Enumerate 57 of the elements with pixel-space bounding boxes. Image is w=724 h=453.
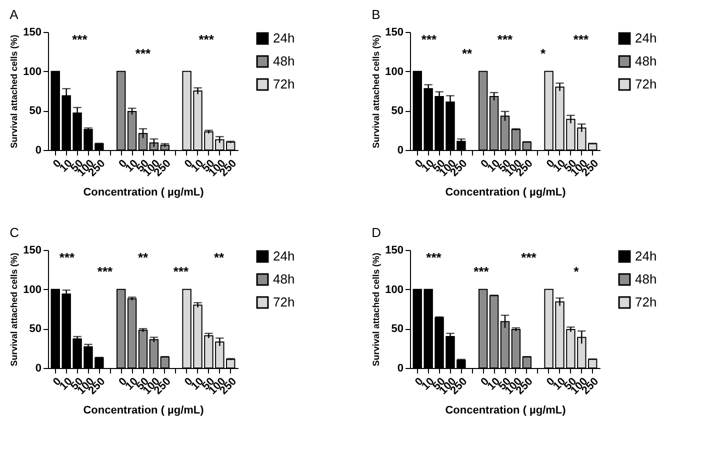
annotation: *** [573,32,590,47]
chart-title: A [10,7,19,22]
y-tick-label: 0 [35,144,42,156]
annotation: *** [497,32,514,47]
annotation: *** [135,46,152,61]
y-tick-label: 50 [29,105,42,118]
y-axis-title: Survival attached cells (%) [9,252,20,366]
annotation: *** [173,264,190,279]
x-axis-title: Concentration ( µg/mL) [445,404,566,416]
y-tick-label: 50 [391,323,404,336]
annotation: *** [421,32,438,47]
legend-label: 72h [273,76,295,92]
y-tick-label: 100 [385,284,404,296]
annotation: *** [59,250,76,265]
annotation: * [540,46,546,61]
annotation: ** [214,250,225,265]
y-tick-label: 0 [397,362,404,374]
y-tick-label: 0 [397,144,404,156]
chart-title: B [372,7,380,22]
legend-label: 24h [273,30,295,46]
y-tick-label: 0 [35,362,42,374]
y-tick-label: 100 [23,66,42,78]
legend-label: 48h [273,272,295,286]
legend-label: 48h [635,272,657,286]
y-tick-label: 50 [391,105,404,118]
x-axis-title: Concentration ( µg/mL) [83,186,204,198]
legend-label: 48h [635,54,657,68]
legend-label: 72h [635,294,657,310]
chart-title: C [10,225,20,240]
y-tick-label: 150 [385,26,404,38]
chart-title: D [372,225,382,240]
y-axis-title: Survival attached cells (%) [371,34,382,148]
x-axis-title: Concentration ( µg/mL) [83,404,204,416]
annotation: *** [97,264,114,279]
legend-label: 72h [273,294,295,310]
y-tick-label: 150 [385,244,404,256]
annotation: ** [462,46,473,61]
annotation: *** [426,250,442,265]
legend-label: 48h [273,54,295,68]
annotation: *** [72,32,88,47]
y-axis-title: Survival attached cells (%) [9,34,20,148]
y-tick-label: 100 [23,284,42,296]
annotation: ** [138,250,149,265]
y-axis-title: Survival attached cells (%) [371,252,382,366]
annotation: *** [521,250,538,265]
legend-label: 24h [635,30,657,46]
legend-label: 24h [273,248,295,264]
y-tick-label: 100 [385,66,404,78]
legend-label: 72h [635,76,657,92]
y-tick-label: 50 [29,323,42,336]
annotation: *** [474,264,490,279]
annotation: *** [198,32,215,47]
annotation: * [574,264,580,279]
y-tick-label: 150 [23,26,42,38]
legend-label: 24h [635,248,657,264]
x-axis-title: Concentration ( µg/mL) [445,186,566,198]
y-tick-label: 150 [23,244,42,256]
